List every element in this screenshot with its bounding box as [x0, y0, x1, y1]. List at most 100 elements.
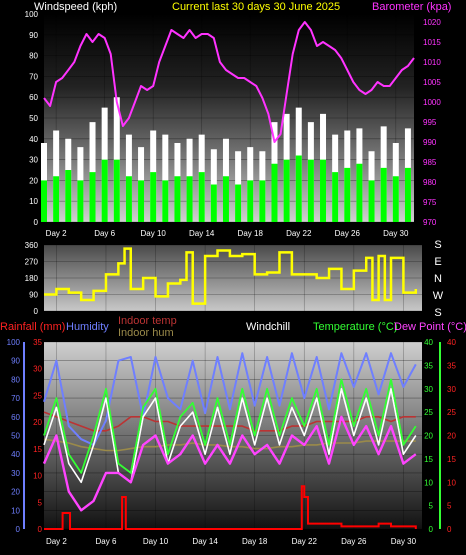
- x-tick-label: Day 26: [341, 537, 367, 546]
- x-tick-label: Day 26: [335, 229, 361, 238]
- dewpoint-tick-label: 15: [447, 455, 456, 464]
- x-tick-label: Day 10: [141, 229, 167, 238]
- x-tick-label: Day 18: [242, 537, 268, 546]
- compass-label-2: N: [434, 273, 442, 285]
- x-tick-label: Day 6: [96, 537, 117, 546]
- rain-tick-label: 5: [38, 498, 43, 507]
- barometer-tick-label: 970: [423, 218, 437, 227]
- temperature-tick-label: 40: [424, 338, 433, 347]
- barometer-tick-label: 995: [423, 118, 437, 127]
- temperature-line: [43, 378, 417, 474]
- barometer-tick-label: 990: [423, 138, 437, 147]
- legend-temperature: Temperature (°C): [313, 321, 397, 333]
- direction-tick-label: 270: [25, 258, 39, 267]
- x-tick-label: Day 10: [143, 537, 169, 546]
- header-right: Barometer (kpa): [372, 1, 451, 13]
- direction-tick-label: 180: [25, 274, 39, 283]
- direction-line: [44, 247, 418, 305]
- wind-tick-label: 60: [29, 93, 38, 102]
- x-tick-label: Day 22: [286, 229, 312, 238]
- compass-label-4: S: [434, 307, 441, 319]
- x-tick-label: Day 30: [383, 229, 409, 238]
- dewpoint-tick-label: 40: [447, 338, 456, 347]
- rain-tick-label: 0: [38, 525, 43, 534]
- barometer-tick-label: 1015: [423, 38, 441, 47]
- dewpoint-tick-label: 20: [447, 432, 456, 441]
- wind-tick-label: 10: [29, 197, 38, 206]
- rain-tick-label: 10: [33, 472, 42, 481]
- humidity-tick-label: 60: [11, 413, 20, 422]
- x-tick-label: Day 30: [391, 537, 417, 546]
- rain-tick-label: 15: [33, 445, 42, 454]
- wind-tick-label: 0: [34, 218, 39, 227]
- legend-humidity: Humidity: [66, 321, 109, 333]
- legend-indoor-hum: Indoor hum: [118, 327, 174, 339]
- indoor-temp-line: [43, 411, 416, 432]
- compass-label-3: W: [433, 290, 444, 302]
- header-center: Current last 30 days 30 June 2025: [172, 1, 340, 13]
- wind-tick-label: 70: [29, 72, 38, 81]
- temperature-tick-label: 30: [424, 385, 433, 394]
- dewpoint-tick-label: 35: [447, 361, 456, 370]
- temperature-tick-label: 0: [429, 525, 434, 534]
- barometer-tick-label: 980: [423, 178, 437, 187]
- x-tick-label: Day 14: [189, 229, 215, 238]
- header-left: Windspeed (kph): [34, 1, 117, 13]
- wind-tick-label: 90: [29, 31, 38, 40]
- compass-label-1: E: [434, 256, 441, 268]
- humidity-tick-label: 0: [16, 525, 21, 534]
- x-tick-label: Day 2: [46, 229, 67, 238]
- humidity-tick-label: 70: [11, 394, 20, 403]
- temperature-tick-label: 10: [424, 478, 433, 487]
- temperature-tick-label: 5: [429, 502, 434, 511]
- windchill-line: [43, 387, 417, 484]
- wind-tick-label: 80: [29, 52, 38, 61]
- humidity-tick-label: 30: [11, 469, 20, 478]
- legend-dewpoint: Dew Point (°C): [394, 321, 466, 333]
- dewpoint-tick-label: 0: [447, 525, 452, 534]
- humidity-tick-label: 20: [11, 488, 20, 497]
- humidity-tick-label: 50: [11, 432, 20, 441]
- dewpoint-tick-label: 5: [447, 502, 452, 511]
- barometer-tick-label: 975: [423, 198, 437, 207]
- x-tick-label: Day 22: [292, 537, 318, 546]
- legend-indoor-temp: Indoor temp: [118, 315, 177, 327]
- direction-tick-label: 90: [29, 291, 38, 300]
- dewpoint-tick-label: 10: [447, 478, 456, 487]
- barometer-tick-label: 985: [423, 158, 437, 167]
- wind-tick-label: 20: [29, 176, 38, 185]
- dewpoint-tick-label: 25: [447, 408, 456, 417]
- legend-rainfall: Rainfall (mm): [0, 321, 65, 333]
- rain-tick-label: 25: [33, 391, 42, 400]
- temperature-tick-label: 25: [424, 408, 433, 417]
- rain-tick-label: 35: [33, 338, 42, 347]
- wind-tick-label: 100: [25, 10, 39, 19]
- humidity-tick-label: 100: [7, 338, 21, 347]
- rain-line: [44, 485, 417, 530]
- rain-tick-label: 30: [33, 365, 42, 374]
- rain-tick-label: 20: [33, 418, 42, 427]
- dewpoint-tick-label: 30: [447, 385, 456, 394]
- barometer-tick-label: 1010: [423, 58, 441, 67]
- compass-label-0: S: [434, 239, 441, 251]
- wind-tick-label: 50: [29, 114, 38, 123]
- humidity-tick-label: 80: [11, 375, 20, 384]
- humidity-line: [43, 352, 417, 446]
- x-tick-label: Day 18: [238, 229, 264, 238]
- wind-tick-label: 30: [29, 156, 38, 165]
- legend-windchill: Windchill: [246, 321, 290, 333]
- humidity-tick-label: 40: [11, 450, 20, 459]
- barometer-tick-label: 1000: [423, 98, 441, 107]
- barometer-line: [43, 21, 415, 143]
- direction-tick-label: 360: [25, 241, 39, 250]
- dewpoint-line: [42, 415, 417, 512]
- temperature-tick-label: 20: [424, 432, 433, 441]
- humidity-tick-label: 10: [11, 506, 20, 515]
- direction-tick-label: 0: [34, 307, 39, 316]
- barometer-tick-label: 1005: [423, 78, 441, 87]
- humidity-tick-label: 90: [11, 357, 20, 366]
- temperature-tick-label: 35: [424, 361, 433, 370]
- temperature-tick-label: 15: [424, 455, 433, 464]
- x-tick-label: Day 6: [94, 229, 115, 238]
